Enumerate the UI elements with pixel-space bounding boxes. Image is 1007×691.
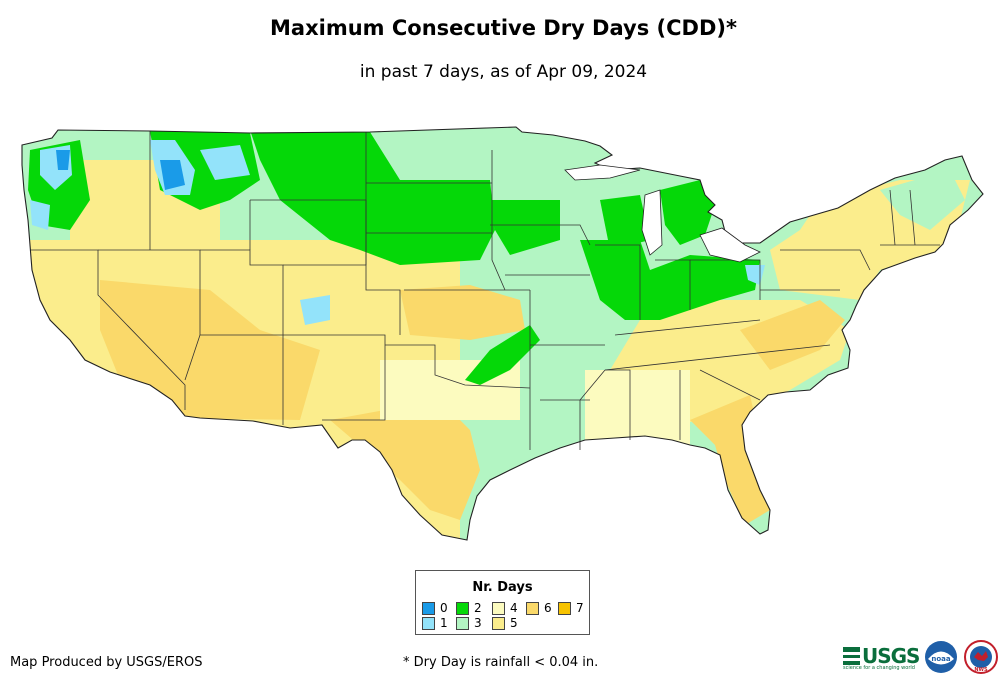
noaa-logo-icon: noaa: [925, 641, 957, 673]
producer-credit: Map Produced by USGS/EROS: [10, 655, 203, 670]
dry-day-footnote: * Dry Day is rainfall < 0.04 in.: [403, 655, 599, 670]
legend-swatch: [492, 617, 505, 630]
state-boundaries: [30, 131, 940, 450]
legend-swatch: [456, 617, 469, 630]
legend-swatch: [492, 602, 505, 615]
legend-swatch: [422, 617, 435, 630]
legend-title: Nr. Days: [472, 580, 533, 595]
legend-item: 6: [526, 602, 552, 615]
legend-item: 3: [456, 617, 482, 630]
legend-swatch: [422, 602, 435, 615]
usgs-logo: USGS science for a changing world: [843, 644, 920, 671]
nws-logo-icon: NWS: [964, 640, 998, 674]
legend-item: 4: [492, 602, 518, 615]
legend-item: 1: [422, 617, 448, 630]
legend-swatch: [558, 602, 571, 615]
legend-item: 0: [422, 602, 448, 615]
svg-text:noaa: noaa: [931, 655, 951, 663]
legend-item: 7: [558, 602, 584, 615]
usgs-mark-icon: [843, 647, 860, 665]
legend-swatch: [526, 602, 539, 615]
dry-days-raster: [22, 127, 983, 540]
lake-michigan: [641, 189, 663, 256]
legend-item: 2: [456, 602, 482, 615]
map-title: Maximum Consecutive Dry Days (CDD)*: [270, 16, 737, 40]
lake-erie: [699, 227, 761, 263]
legend-item: 5: [492, 617, 518, 630]
legend: Nr. Days 0 1 2 3 4 5 6 7: [415, 570, 590, 635]
map-subtitle: in past 7 days, as of Apr 09, 2024: [359, 62, 648, 82]
lake-superior: [564, 164, 641, 181]
legend-swatch: [456, 602, 469, 615]
svg-text:NWS: NWS: [974, 667, 988, 673]
